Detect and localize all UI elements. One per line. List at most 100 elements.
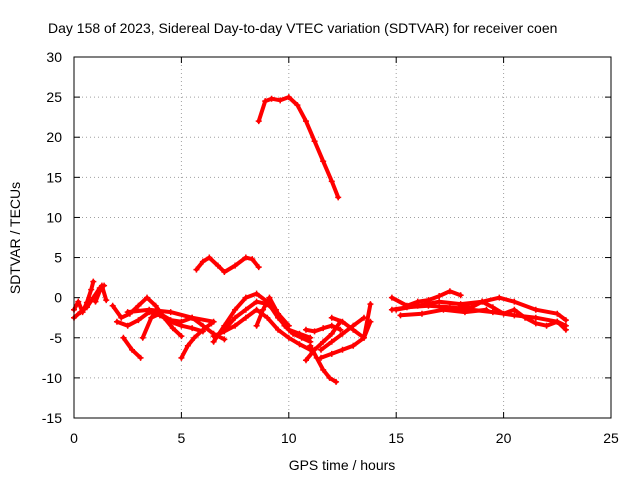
data-point (124, 322, 131, 329)
data-point (479, 298, 486, 305)
data-point (90, 278, 97, 285)
data-point (253, 298, 260, 305)
data-point (135, 302, 142, 309)
data-point (103, 297, 110, 304)
x-tick-label: 25 (603, 430, 619, 446)
series-line-arc14 (256, 95, 341, 200)
data-point (543, 322, 550, 329)
data-point (148, 314, 155, 321)
data-point (255, 264, 262, 271)
data-point (328, 178, 335, 185)
data-point (189, 325, 196, 332)
data-point (302, 118, 309, 125)
data-point (436, 298, 443, 305)
data-point (221, 328, 228, 335)
data-point (124, 309, 131, 316)
data-point (311, 138, 318, 145)
data-point (178, 318, 185, 325)
data-point (191, 334, 198, 341)
data-point (75, 298, 82, 305)
data-point (275, 326, 282, 333)
data-point (120, 334, 127, 341)
x-tick-label: 15 (388, 430, 404, 446)
data-point (320, 338, 327, 345)
data-point (328, 322, 335, 329)
chart-title: Day 158 of 2023, Sidereal Day-to-day VTE… (48, 20, 557, 36)
y-tick-label: -10 (42, 370, 62, 386)
data-point (268, 95, 275, 102)
data-point (232, 314, 239, 321)
data-point (457, 302, 464, 309)
data-point (532, 314, 539, 321)
data-point (500, 310, 507, 317)
data-point (255, 118, 262, 125)
data-point (135, 317, 142, 324)
data-point (397, 312, 404, 319)
data-point (302, 357, 309, 364)
data-point (266, 294, 273, 301)
data-point (339, 318, 346, 325)
data-point (169, 325, 176, 332)
series-group (71, 94, 569, 385)
data-point (98, 282, 105, 289)
data-point (83, 304, 90, 311)
data-point (113, 318, 120, 325)
data-point (511, 298, 518, 305)
data-point (178, 354, 185, 361)
series-line-arc24 (394, 295, 568, 323)
data-point (318, 346, 325, 353)
data-point (167, 317, 174, 324)
data-point (414, 302, 421, 309)
data-point (388, 294, 395, 301)
data-point (337, 326, 344, 333)
series-line-arc11 (211, 291, 313, 344)
data-point (285, 334, 292, 341)
data-point (393, 306, 400, 313)
data-point (335, 194, 342, 201)
x-tick-label: 20 (496, 430, 512, 446)
y-tick-label: 15 (46, 169, 62, 185)
data-point (178, 333, 185, 340)
data-point (298, 334, 305, 341)
data-point (146, 306, 153, 313)
data-point (232, 306, 239, 313)
plot-frame (73, 56, 612, 419)
data-point (461, 309, 468, 316)
x-tick-label: 0 (70, 430, 78, 446)
data-point (242, 254, 249, 261)
data-point (118, 314, 125, 321)
y-tick-label: -5 (50, 330, 63, 346)
data-point (489, 304, 496, 311)
data-point (253, 322, 260, 329)
data-point (350, 342, 357, 349)
data-point (167, 309, 174, 316)
y-axis-label: SDTVAR / TECUs (7, 182, 23, 294)
data-point (88, 286, 95, 293)
data-point (109, 302, 116, 309)
data-point (137, 354, 144, 361)
series-line-arc21 (329, 302, 373, 340)
y-tick-label: 20 (46, 129, 62, 145)
data-point (511, 312, 518, 319)
data-point (272, 306, 279, 313)
data-point (249, 256, 256, 263)
data-point (221, 336, 228, 343)
data-point (253, 306, 260, 313)
x-tick-label: 10 (281, 430, 297, 446)
data-point (554, 318, 561, 325)
data-point (128, 346, 135, 353)
data-point (320, 366, 327, 373)
data-point (333, 378, 340, 385)
data-point (189, 314, 196, 321)
data-point (264, 314, 271, 321)
data-point (311, 328, 318, 335)
data-point (532, 320, 539, 327)
data-point (92, 298, 99, 305)
data-point (242, 314, 249, 321)
data-point (440, 306, 447, 313)
data-point (77, 309, 84, 316)
data-point (193, 266, 200, 273)
data-point (262, 98, 269, 105)
data-point (307, 342, 314, 349)
data-point (242, 294, 249, 301)
